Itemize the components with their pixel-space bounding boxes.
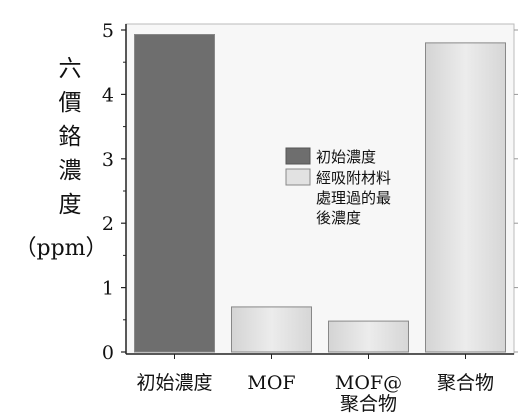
y-tick-label: 3: [102, 149, 114, 171]
x-tick-label: 聚合物: [340, 393, 397, 414]
legend-swatch: [285, 168, 311, 186]
y-axis-label-char: 價: [58, 90, 82, 116]
y-axis-label-char: 六: [58, 56, 82, 82]
legend-label: 經吸附材料: [316, 169, 391, 187]
bar: [425, 42, 506, 353]
y-tick-label: 1: [102, 278, 114, 300]
y-tick-label: 4: [102, 84, 114, 106]
x-tick-label: MOF@: [335, 372, 402, 394]
y-axis-label-char: 度: [58, 192, 82, 218]
y-tick-label: 2: [102, 213, 114, 235]
y-axis-label-char: 濃: [58, 158, 82, 184]
y-axis-unit: （ppm）: [14, 236, 108, 261]
bar: [328, 320, 409, 353]
y-axis-label-char: 鉻: [58, 124, 82, 150]
bar: [134, 34, 215, 353]
legend-label: 初始濃度: [316, 148, 376, 166]
legend-swatch: [285, 147, 311, 165]
bar: [231, 306, 312, 353]
legend-label: 處理過的最: [316, 189, 391, 207]
legend-label: 後濃度: [316, 209, 361, 227]
x-tick-label: 聚合物: [437, 372, 494, 394]
y-tick-label: 5: [102, 20, 114, 42]
x-tick-label: MOF: [247, 372, 295, 394]
x-tick-label: 初始濃度: [136, 372, 212, 394]
y-tick-label: 0: [102, 342, 114, 364]
